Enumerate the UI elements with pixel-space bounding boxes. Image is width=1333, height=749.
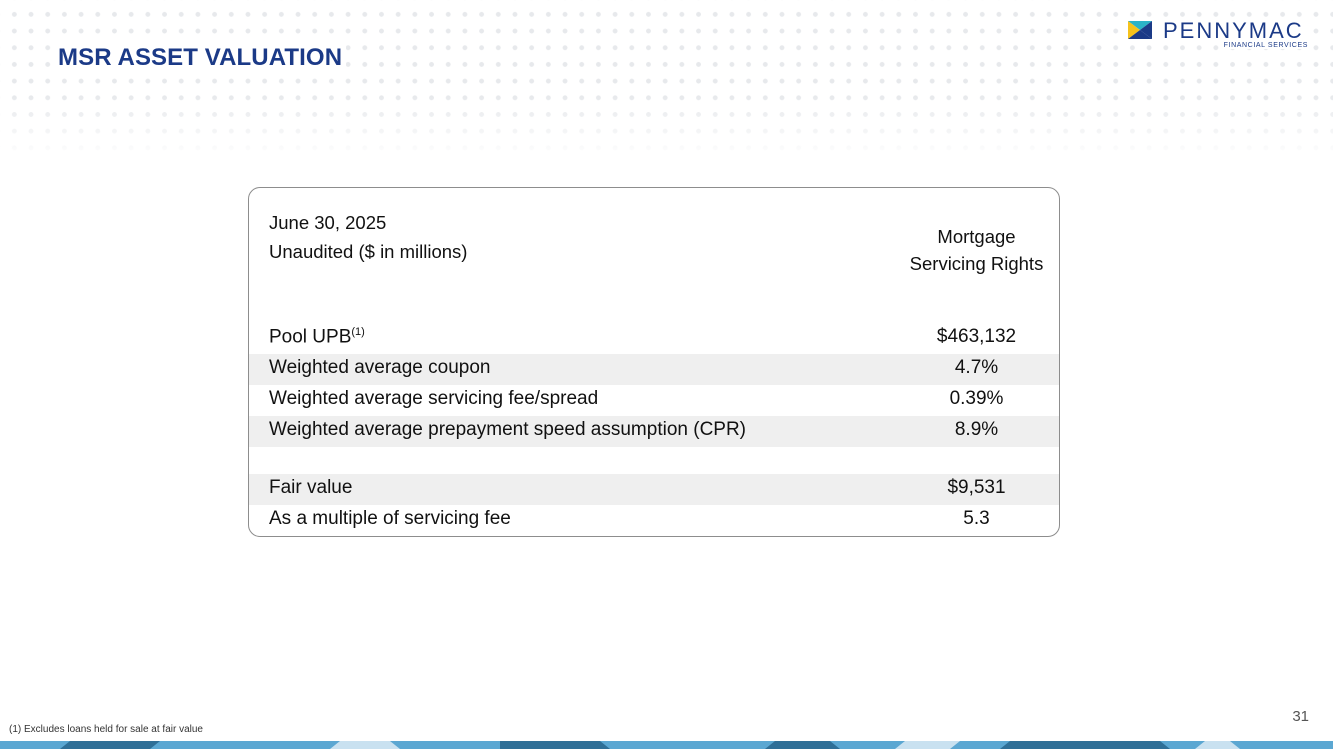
- table-row-cpr: Weighted average prepayment speed assump…: [249, 416, 1059, 447]
- msr-valuation-table: June 30, 2025 Unaudited ($ in millions) …: [248, 187, 1060, 537]
- row-value: 0.39%: [949, 388, 1004, 409]
- row-label: Pool UPB(1): [269, 326, 365, 348]
- row-label: Weighted average coupon: [269, 357, 491, 378]
- column-header-line1: Mortgage: [937, 226, 1016, 247]
- table-date: June 30, 2025: [269, 212, 387, 233]
- row-value: 8.9%: [954, 419, 999, 440]
- logo-wordmark: PENNYMAC: [1160, 18, 1307, 44]
- row-value: $9,531: [947, 477, 1006, 498]
- table-row-fair-value: Fair value $9,531: [249, 474, 1059, 505]
- logo-subtitle: FINANCIAL SERVICES: [1221, 42, 1310, 49]
- row-value: 4.7%: [954, 357, 999, 378]
- table-header-left: June 30, 2025 Unaudited ($ in millions): [269, 208, 467, 266]
- table-row-coupon: Weighted average coupon 4.7%: [249, 354, 1059, 385]
- row-label: Weighted average servicing fee/spread: [269, 388, 599, 409]
- table-units: Unaudited ($ in millions): [269, 241, 468, 262]
- pennymac-logo: PENNYMAC FINANCIAL SERVICES: [1126, 18, 1316, 54]
- row-value: 5.3: [963, 508, 990, 529]
- row-label: Fair value: [269, 477, 353, 498]
- footnote-ref: (1): [351, 326, 365, 338]
- pennymac-logo-mark-icon: [1128, 21, 1152, 39]
- bottom-color-band: [0, 741, 1333, 749]
- footnote: (1) Excludes loans held for sale at fair…: [9, 724, 203, 735]
- row-value: $463,132: [936, 326, 1017, 347]
- table-row-pool-upb: Pool UPB(1) $463,132: [249, 323, 1059, 354]
- row-label: As a multiple of servicing fee: [269, 508, 511, 529]
- row-label: Weighted average prepayment speed assump…: [269, 419, 747, 440]
- column-header-line2: Servicing Rights: [909, 253, 1044, 274]
- slide-title: MSR ASSET VALUATION: [58, 44, 347, 72]
- dot-pattern-background: [0, 0, 1333, 160]
- table-row-multiple: As a multiple of servicing fee 5.3: [249, 505, 1059, 536]
- column-header-msr: Mortgage Servicing Rights: [894, 223, 1059, 277]
- page-number: 31: [1292, 708, 1309, 725]
- table-row-servicing-fee: Weighted average servicing fee/spread 0.…: [249, 385, 1059, 416]
